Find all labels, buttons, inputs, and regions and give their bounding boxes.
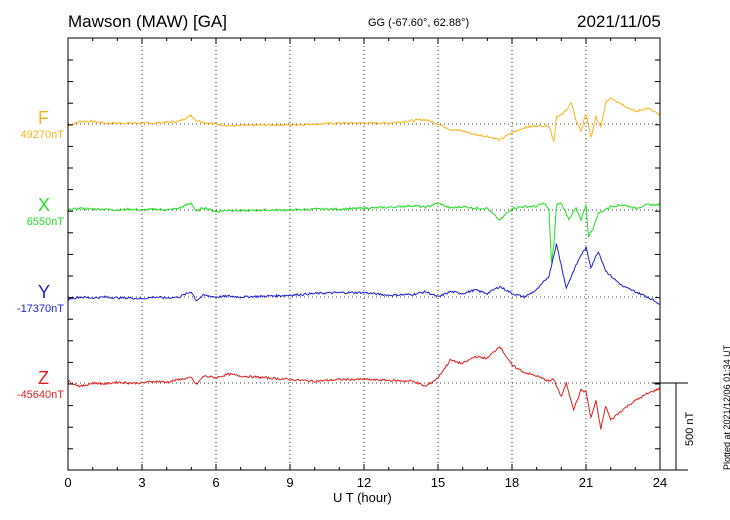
channel-name-x: X [38,195,51,215]
x-tick-label: 21 [579,475,593,490]
series-line-y [67,243,661,305]
frame-ticks [67,38,661,470]
channel-baseline-x: 6550nT [26,216,64,228]
x-tick-label: 6 [212,475,219,490]
x-tick-label: 15 [431,475,445,490]
channel-baseline-y: -17370nT [16,303,64,315]
channel-name-f: F [38,108,49,128]
channel-name-z: Z [38,368,49,388]
x-tick-label: 3 [138,475,145,490]
grid-lines [68,38,660,470]
channel-baseline-f: 49270nT [20,129,64,141]
channel-name-y: Y [38,282,51,302]
chart-date: 2021/11/05 [577,12,661,31]
x-tick-label: 18 [505,475,519,490]
x-tick-labels: 0 3 6 9 12 15 18 21 24 [64,475,667,490]
x-tick-label: 12 [357,475,371,490]
x-tick-label: 24 [653,475,667,490]
channel-baseline-z: -45640nT [16,389,64,401]
series-line-f [67,97,661,142]
x-tick-label: 0 [64,475,71,490]
scale-bar [652,382,688,471]
series-line-x [67,201,661,263]
scale-label: 500 nT [684,411,696,446]
station-coordinates: GG (-67.60°, 62.88°) [368,17,470,29]
series-lines [67,97,661,430]
series-line-z [67,346,661,430]
x-tick-label: 9 [286,475,293,490]
plotted-timestamp: Plotted at 2021/12/06 01:34 UT [722,344,730,470]
x-axis-label: U T (hour) [333,490,392,505]
station-title: Mawson (MAW) [GA] [68,12,227,31]
